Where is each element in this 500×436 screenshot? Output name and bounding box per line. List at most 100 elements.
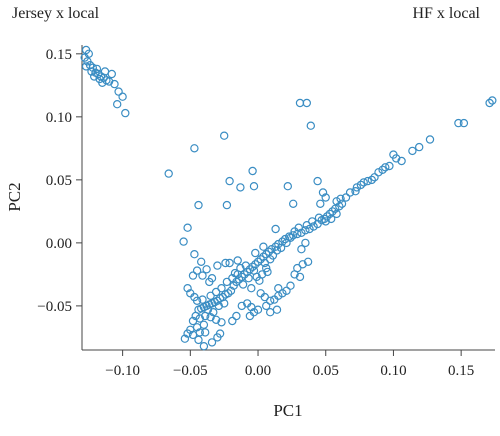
- data-point: [297, 244, 306, 254]
- data-point: [211, 287, 221, 297]
- data-point: [121, 108, 130, 118]
- data-point: [286, 233, 295, 242]
- data-point: [202, 265, 211, 274]
- data-point: [198, 295, 207, 304]
- data-point: [190, 249, 199, 259]
- data-point: [183, 284, 192, 293]
- data-point: [200, 328, 210, 337]
- data-point: [332, 209, 341, 219]
- data-point: [381, 163, 390, 172]
- x-tick-label: 0.00: [245, 363, 271, 379]
- data-point: [454, 118, 463, 128]
- data-point: [318, 188, 328, 197]
- data-point: [293, 263, 302, 273]
- data-point: [278, 237, 287, 246]
- data-point: [322, 212, 332, 221]
- data-point: [295, 98, 305, 108]
- data-point: [221, 290, 230, 299]
- data-point: [237, 301, 246, 311]
- data-point: [290, 227, 299, 236]
- data-point: [335, 202, 344, 211]
- data-point: [85, 60, 95, 70]
- data-point: [314, 213, 324, 222]
- data-point: [341, 193, 351, 202]
- data-point: [188, 271, 198, 280]
- data-point: [164, 169, 173, 178]
- data-point: [190, 292, 199, 302]
- data-point: [217, 284, 226, 293]
- data-point: [367, 175, 376, 185]
- x-tick-label: −0.05: [173, 363, 208, 379]
- data-point: [221, 258, 230, 268]
- data-point: [214, 301, 223, 311]
- data-point: [351, 186, 360, 196]
- data-point: [219, 299, 229, 308]
- data-point: [195, 314, 204, 323]
- data-point: [266, 296, 275, 305]
- data-point: [306, 121, 315, 130]
- data-point: [118, 92, 127, 101]
- data-point: [241, 261, 250, 270]
- y-tick-label: 0.00: [46, 236, 72, 252]
- data-point: [206, 291, 215, 300]
- data-point: [251, 248, 260, 258]
- data-point: [255, 276, 264, 285]
- data-point: [308, 217, 317, 226]
- data-point: [425, 135, 435, 144]
- data-point: [183, 329, 192, 338]
- data-point: [280, 234, 290, 244]
- data-point: [192, 266, 202, 275]
- data-point: [260, 258, 269, 268]
- data-point: [282, 286, 291, 295]
- data-point: [408, 146, 417, 156]
- data-point: [259, 242, 268, 251]
- data-point: [298, 260, 307, 269]
- data-point: [289, 199, 298, 208]
- data-point: [205, 277, 214, 287]
- data-point: [225, 258, 234, 268]
- data-point: [272, 305, 282, 314]
- data-point: [209, 308, 218, 317]
- y-axis-label: PC2: [5, 182, 24, 211]
- data-point: [459, 118, 469, 128]
- x-axis-label: PC1: [273, 401, 302, 420]
- data-point: [363, 176, 372, 186]
- data-point: [199, 320, 209, 329]
- data-point: [316, 199, 325, 208]
- x-ticks: −0.10 −0.05 0.00 0.05 0.10 0.15: [105, 350, 474, 379]
- data-point: [415, 142, 424, 152]
- x-tick-label: −0.10: [105, 363, 140, 379]
- data-point: [207, 338, 217, 347]
- y-tick-label: 0.15: [46, 47, 72, 63]
- data-point: [233, 256, 242, 265]
- data-point: [302, 220, 311, 230]
- data-point: [248, 166, 257, 176]
- data-point: [302, 98, 311, 108]
- data-point: [289, 231, 298, 240]
- data-point: [488, 96, 497, 105]
- data-point: [180, 334, 190, 343]
- y-ticks: −0.05 0.00 0.05 0.10 0.15: [37, 47, 82, 315]
- data-point: [286, 281, 295, 290]
- data-point: [276, 243, 286, 253]
- data-point: [114, 87, 123, 96]
- data-point: [303, 257, 313, 266]
- data-point: [190, 144, 199, 153]
- data-point: [179, 237, 188, 246]
- data-point: [215, 294, 225, 303]
- data-point: [225, 176, 234, 186]
- data-point: [219, 131, 229, 140]
- data-point: [107, 69, 117, 79]
- data-point: [211, 315, 221, 324]
- data-point: [271, 224, 280, 234]
- data-point: [245, 311, 255, 321]
- data-point: [266, 308, 275, 317]
- data-point: [295, 272, 305, 282]
- y-tick-label: 0.10: [46, 110, 72, 126]
- data-point: [389, 150, 398, 159]
- data-point: [98, 78, 107, 88]
- data-point: [283, 181, 292, 191]
- data-point: [282, 238, 291, 248]
